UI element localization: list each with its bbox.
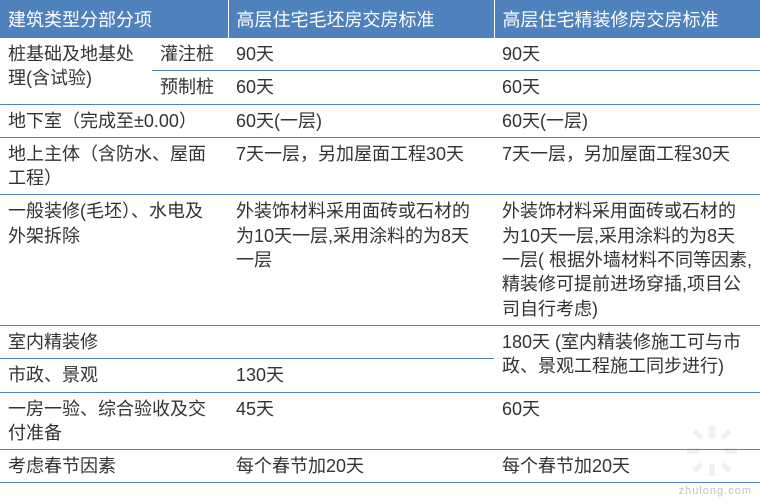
cell: 130天 bbox=[228, 359, 494, 392]
cell: 外装饰材料采用面砖或石材的为10天一层,采用涂料的为8天一层( 根据外墙材料不同… bbox=[494, 195, 760, 325]
cell: 一房一验、综合验收及交付准备 bbox=[0, 392, 228, 450]
cell: 60天(一层) bbox=[228, 104, 494, 137]
cell: 考虑春节因素 bbox=[0, 450, 228, 483]
cell bbox=[228, 325, 494, 358]
construction-standards-table: 建筑类型分部分项 高层住宅毛坯房交房标准 高层住宅精装修房交房标准 桩基础及地基… bbox=[0, 0, 760, 483]
cell: 90天 bbox=[228, 38, 494, 71]
cell: 外装饰材料采用面砖或石材的为10天一层,采用涂料的为8天一层 bbox=[228, 195, 494, 325]
cell: 180天 (室内精装修施工可与市政、景观工程施工同步进行) bbox=[494, 325, 760, 392]
watermark-icon bbox=[682, 421, 742, 481]
header-col2: 高层住宅毛坯房交房标准 bbox=[228, 0, 494, 38]
cell: 每个春节加20天 bbox=[228, 450, 494, 483]
cell: 室内精装修 bbox=[0, 325, 228, 358]
cell: 60天 bbox=[228, 71, 494, 104]
cell: 7天一层，另加屋面工程30天 bbox=[228, 137, 494, 195]
table-row: 一房一验、综合验收及交付准备 45天 60天 bbox=[0, 392, 760, 450]
table-row: 地下室（完成至±0.00） 60天(一层) 60天(一层) bbox=[0, 104, 760, 137]
cell: 7天一层，另加屋面工程30天 bbox=[494, 137, 760, 195]
cell: 60天(一层) bbox=[494, 104, 760, 137]
table-row: 室内精装修 180天 (室内精装修施工可与市政、景观工程施工同步进行) bbox=[0, 325, 760, 358]
cell: 地上主体（含防水、屋面工程） bbox=[0, 137, 228, 195]
cell-group: 桩基础及地基处理(含试验) bbox=[0, 38, 152, 104]
table-row: 桩基础及地基处理(含试验) 灌注桩 90天 90天 bbox=[0, 38, 760, 71]
table-row: 考虑春节因素 每个春节加20天 每个春节加20天 bbox=[0, 450, 760, 483]
header-col3: 高层住宅精装修房交房标准 bbox=[494, 0, 760, 38]
header-row: 建筑类型分部分项 高层住宅毛坯房交房标准 高层住宅精装修房交房标准 bbox=[0, 0, 760, 38]
cell: 60天 bbox=[494, 71, 760, 104]
cell: 90天 bbox=[494, 38, 760, 71]
cell: 地下室（完成至±0.00） bbox=[0, 104, 228, 137]
cell: 市政、景观 bbox=[0, 359, 228, 392]
cell: 一般装修(毛坯）、水电及外架拆除 bbox=[0, 195, 228, 325]
table-row: 一般装修(毛坯）、水电及外架拆除 外装饰材料采用面砖或石材的为10天一层,采用涂… bbox=[0, 195, 760, 325]
cell: 45天 bbox=[228, 392, 494, 450]
header-col1: 建筑类型分部分项 bbox=[0, 0, 228, 38]
table-row: 地上主体（含防水、屋面工程） 7天一层，另加屋面工程30天 7天一层，另加屋面工… bbox=[0, 137, 760, 195]
watermark-text: zhulong.com bbox=[679, 485, 752, 497]
cell-sub: 灌注桩 bbox=[152, 38, 228, 71]
cell-sub: 预制桩 bbox=[152, 71, 228, 104]
